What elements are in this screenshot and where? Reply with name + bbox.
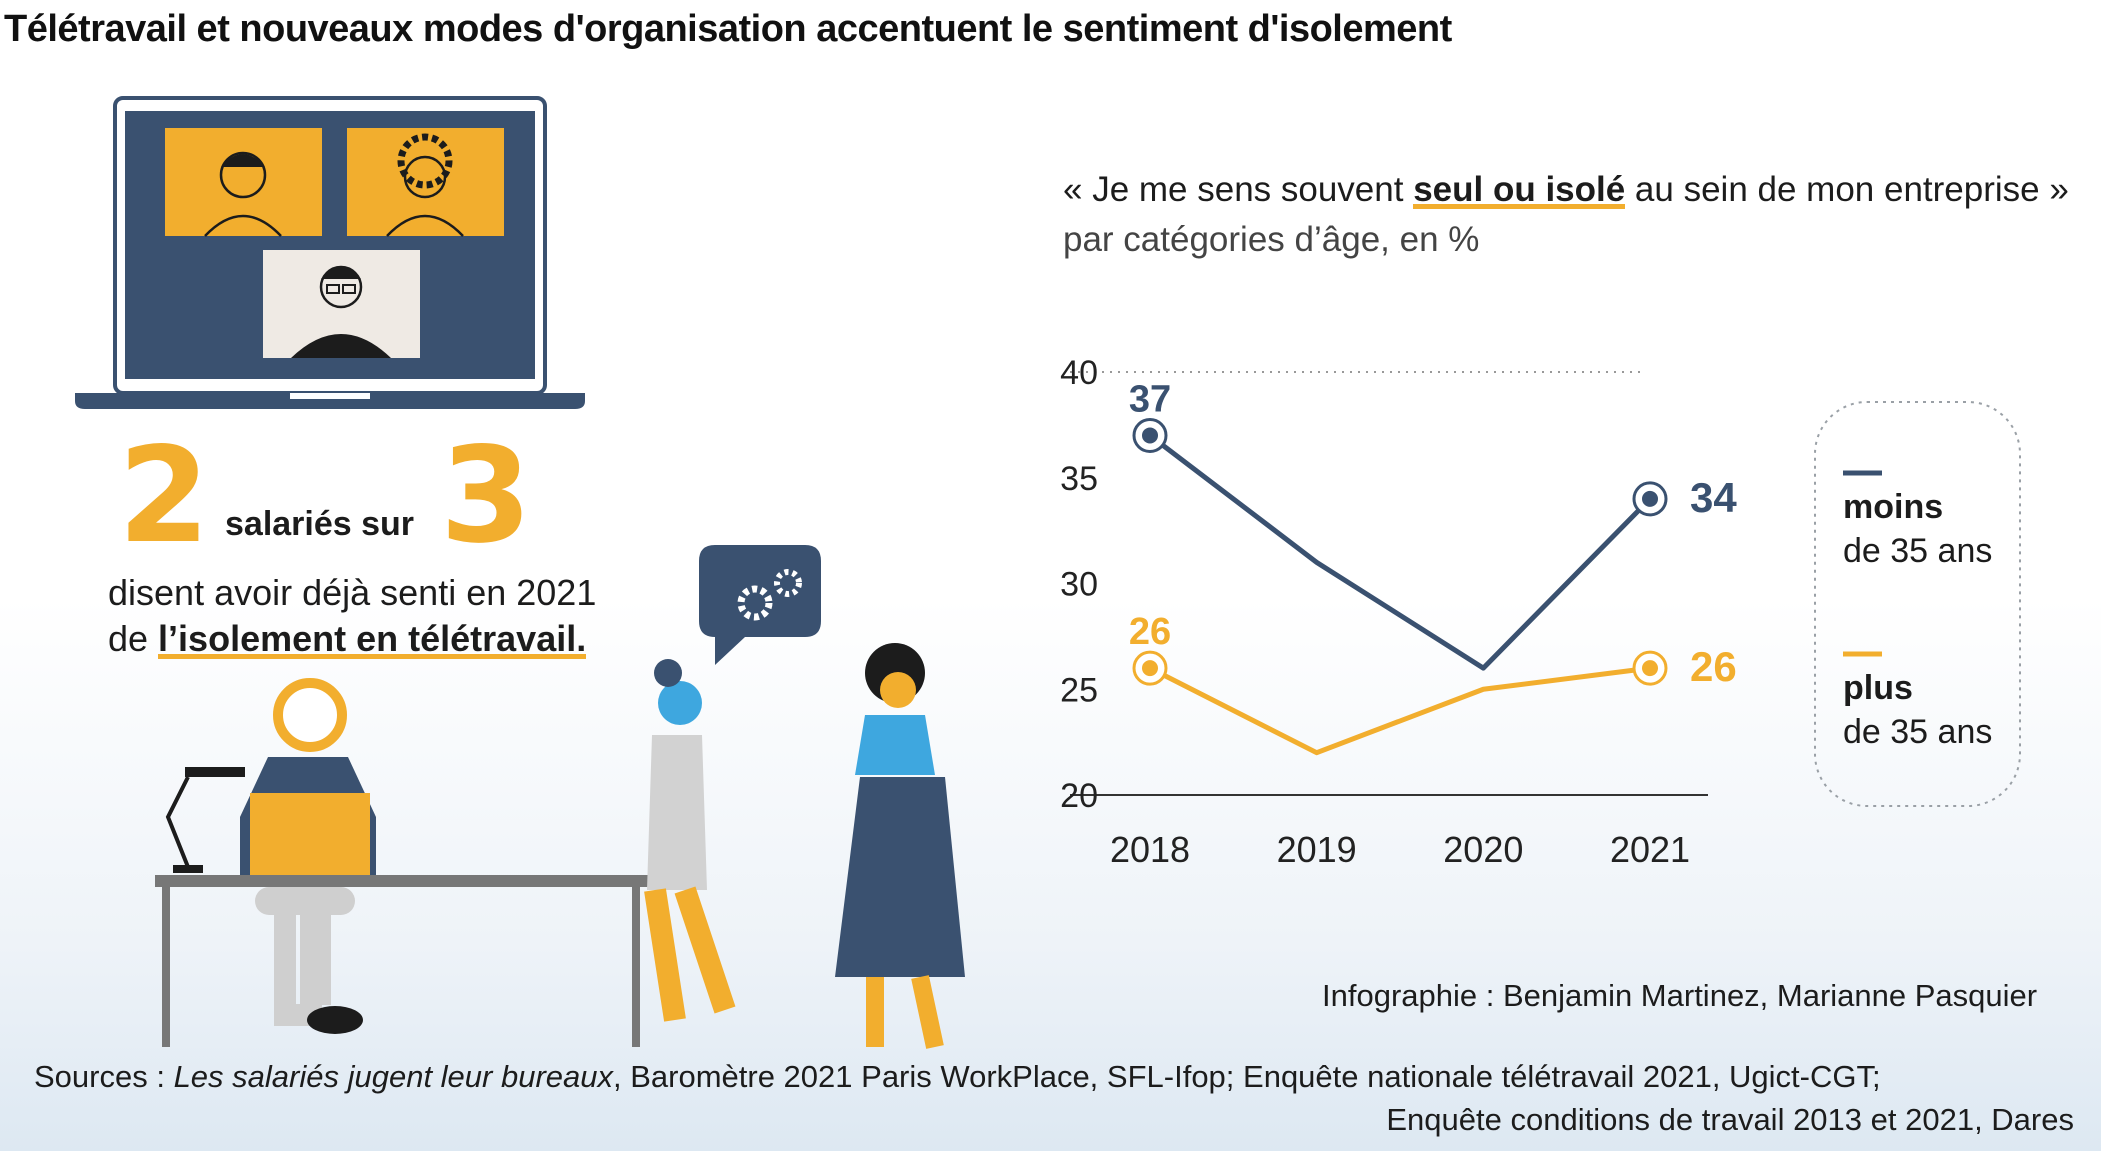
stat-desc-prefix: de: [108, 618, 159, 659]
x-tick-label: 2019: [1277, 829, 1357, 870]
x-tick-label: 2020: [1443, 829, 1523, 870]
page-title: Télétravail et nouveaux modes d'organisa…: [4, 8, 1452, 50]
data-label-start: 26: [1129, 611, 1171, 653]
legend-label-rest: de 35 ans: [1843, 532, 1992, 570]
legend-label-bold: plus: [1843, 669, 1913, 707]
gears-speech-bubble-icon: [699, 545, 821, 665]
sources-line2: Enquête conditions de travail 2013 et 20…: [1386, 1102, 2074, 1137]
endpoint-dot: [1642, 660, 1658, 677]
y-tick-label: 40: [1060, 354, 1098, 392]
stat-desc-line1: disent avoir déjà senti en 2021: [108, 572, 597, 613]
legend-label-bold: moins: [1843, 488, 1943, 526]
stat-number-2: 2: [118, 419, 210, 573]
endpoint-dot: [1642, 490, 1658, 507]
y-tick-label: 25: [1060, 671, 1098, 709]
endpoint-dot: [1142, 427, 1158, 444]
quote-highlight: seul ou isolé: [1413, 170, 1626, 209]
stat-desc-line2: de l’isolement en télétravail.: [108, 616, 668, 662]
data-label-start: 37: [1129, 378, 1171, 420]
sources-rest: , Baromètre 2021 Paris WorkPlace, SFL-If…: [613, 1059, 1881, 1094]
sources: Sources : Les salariés jugent leur burea…: [34, 1055, 2074, 1141]
x-tick-label: 2021: [1610, 829, 1690, 870]
stat-description: disent avoir déjà senti en 2021 de l’iso…: [108, 570, 668, 662]
y-tick-label: 30: [1060, 566, 1098, 604]
quote-open: « Je me sens souvent: [1063, 170, 1414, 209]
stat-desc-highlight: l’isolement en télétravail.: [158, 618, 587, 659]
endpoint-dot: [1142, 660, 1158, 677]
quote-close: au sein de mon entreprise »: [1625, 170, 2069, 209]
credit: Infographie : Benjamin Martinez, Mariann…: [1322, 978, 2038, 1013]
stat-number-3: 3: [440, 419, 532, 573]
series-line-1: [1148, 665, 1651, 756]
x-tick-label: 2018: [1110, 829, 1190, 870]
stat-middle-text: salariés sur: [225, 505, 415, 543]
series-line-0: [1148, 433, 1652, 671]
data-label-end: 34: [1690, 474, 1737, 521]
y-tick-label: 20: [1060, 777, 1098, 815]
data-label-end: 26: [1690, 643, 1737, 690]
sources-prefix: Sources :: [34, 1059, 174, 1094]
office-scene-illustration: [155, 545, 965, 1049]
y-tick-label: 35: [1060, 460, 1098, 498]
legend-label-rest: de 35 ans: [1843, 713, 1992, 751]
legend-box: [1814, 401, 2021, 807]
laptop-video-call-icon: [75, 96, 585, 409]
sources-italic: Les salariés jugent leur bureaux: [173, 1059, 613, 1094]
chart-subtitle: par catégories d’âge, en %: [1063, 220, 1480, 259]
chart-title: « Je me sens souvent seul ou isolé au se…: [1063, 170, 2069, 210]
